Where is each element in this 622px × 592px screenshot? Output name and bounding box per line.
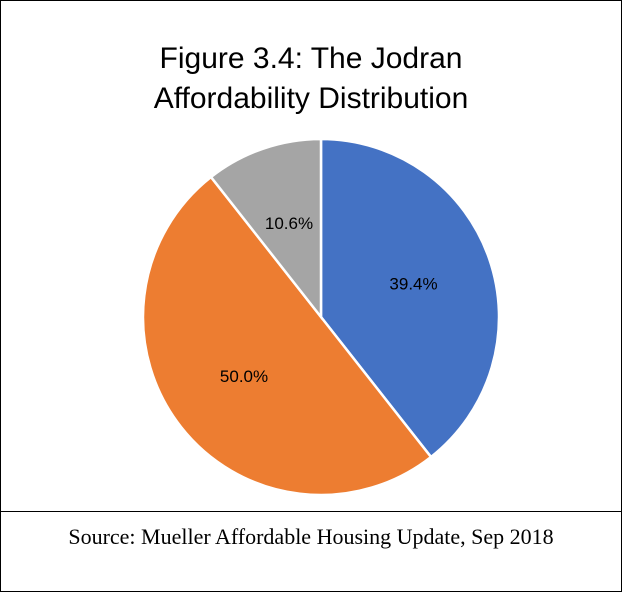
data-label: 10.6%: [265, 214, 313, 233]
data-label: 39.4%: [389, 274, 437, 293]
chart-title: Figure 3.4: The Jodran Affordability Dis…: [153, 42, 469, 115]
pie-slice: [142, 175, 433, 497]
pie-slice: [319, 137, 501, 459]
pie-slice: [209, 137, 323, 321]
caption: Source: Mueller Affordable Housing Updat…: [68, 524, 554, 549]
pie-area: 39.4% 50.0% 10.6%: [142, 137, 501, 497]
data-label: 50.0%: [220, 367, 268, 386]
caption-box: Source: Mueller Affordable Housing Updat…: [1, 511, 621, 591]
